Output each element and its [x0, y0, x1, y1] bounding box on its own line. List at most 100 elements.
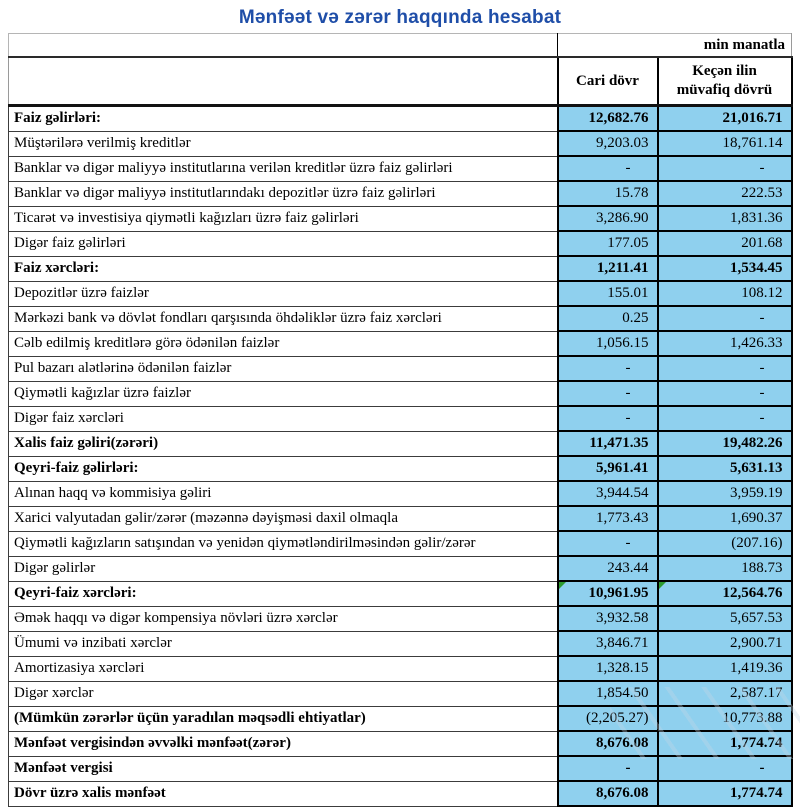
- table-row: Alınan haqq və kommisiya gəliri 3,944.54 3…: [8, 480, 793, 507]
- value-previous-period: 18,761.14: [656, 130, 793, 157]
- row-label: Ticarət və investisiya qiymətli kağızlar…: [8, 205, 558, 232]
- value-current-period: 3,932.58: [556, 605, 659, 632]
- row-label: Digər faiz gəlirləri: [8, 230, 558, 257]
- value-previous-period: 1,774.74: [656, 730, 793, 757]
- value-current-period: (2,205.27): [556, 705, 659, 732]
- value-previous-period: 1,831.36: [656, 205, 793, 232]
- value-current-period: 1,211.41: [556, 255, 659, 282]
- value-current-period: 0.25: [556, 305, 659, 332]
- table-row: Digər faiz xərcləri - -: [8, 405, 793, 432]
- table-row: Mənfəət vergisi - -: [8, 755, 793, 782]
- row-label: Ümumi və inzibati xərclər: [8, 630, 558, 657]
- value-current-period: 12,682.76: [556, 104, 659, 132]
- table-row: Qiymətli kağızların satışından və yenidə…: [8, 530, 793, 557]
- unit-label: min manatla: [557, 33, 793, 58]
- value-previous-period: -: [656, 405, 793, 432]
- value-current-period: 155.01: [556, 280, 659, 307]
- row-label: Depozitlər üzrə faizlər: [8, 280, 558, 307]
- unit-row: min manatla: [8, 33, 793, 58]
- value-current-period: 243.44: [556, 555, 659, 582]
- value-current-period: 177.05: [556, 230, 659, 257]
- unit-row-empty-cell: [8, 33, 558, 58]
- row-label: Mənfəət vergisi: [8, 755, 558, 782]
- row-label: Banklar və digər maliyyə institutlarında…: [8, 180, 558, 207]
- table-row: Ümumi və inzibati xərclər 3,846.71 2,900.7…: [8, 630, 793, 657]
- table-row: Digər xərclər 1,854.50 2,587.17: [8, 680, 793, 707]
- row-label: Faiz xərcləri:: [8, 255, 558, 282]
- table-row: Ticarət və investisiya qiymətli kağızlar…: [8, 205, 793, 232]
- value-previous-period: 3,959.19: [656, 480, 793, 507]
- value-previous-period: 2,900.71: [656, 630, 793, 657]
- value-current-period: -: [556, 755, 659, 782]
- table-row: Xarici valyutadan gəlir/zərər (məzənnə d…: [8, 505, 793, 532]
- table-row: Müştərilərə verilmiş kreditlər 9,203.03 18…: [8, 130, 793, 157]
- value-previous-period: 1,534.45: [656, 255, 793, 282]
- table-row: Faiz gəlirləri: 12,682.76 21,016.71: [8, 104, 793, 132]
- row-label: Müştərilərə verilmiş kreditlər: [8, 130, 558, 157]
- value-current-period: -: [556, 405, 659, 432]
- value-previous-period: 1,426.33: [656, 330, 793, 357]
- value-previous-period: -: [656, 155, 793, 182]
- value-previous-period: 188.73: [656, 555, 793, 582]
- row-label: Alınan haqq və kommisiya gəliri: [8, 480, 558, 507]
- value-current-period: 1,328.15: [556, 655, 659, 682]
- value-current-period: 1,773.43: [556, 505, 659, 532]
- row-label: Qeyri-faiz gəlirləri:: [8, 455, 558, 482]
- row-label: Xarici valyutadan gəlir/zərər (məzənnə d…: [8, 505, 558, 532]
- value-current-period: 8,676.08: [556, 780, 659, 807]
- row-label: Mərkəzi bank və dövlət fondları qarşısın…: [8, 305, 558, 332]
- value-current-period: -: [556, 355, 659, 382]
- table-row: Amortizasiya xərcləri 1,328.15 1,419.36: [8, 655, 793, 682]
- value-current-period: 5,961.41: [556, 455, 659, 482]
- row-label: Əmək haqqı və digər kompensiya növləri ü…: [8, 605, 558, 632]
- value-current-period: 15.78: [556, 180, 659, 207]
- column-header-current-period: Cari dövr: [556, 57, 659, 107]
- value-previous-period: 5,631.13: [656, 455, 793, 482]
- row-label: Qiymətli kağızlar üzrə faizlər: [8, 380, 558, 407]
- row-label: (Mümkün zərərlər üçün yaradılan məqsədli…: [8, 705, 558, 732]
- page-title: Mənfəət və zərər haqqında hesabat: [238, 7, 562, 28]
- value-previous-period: -: [656, 380, 793, 407]
- table-row: Qeyri-faiz gəlirləri: 5,961.41 5,631.13: [8, 455, 793, 482]
- value-current-period: -: [556, 380, 659, 407]
- value-current-period: 1,056.15: [556, 330, 659, 357]
- table-row: Depozitlər üzrə faizlər 155.01 108.12: [8, 280, 793, 307]
- row-label: Xalis faiz gəliri(zərəri): [8, 430, 558, 457]
- value-previous-period: 1,690.37: [656, 505, 793, 532]
- row-label: Qiymətli kağızların satışından və yenidə…: [8, 530, 558, 557]
- table-row: Xalis faiz gəliri(zərəri) 11,471.35 19,482…: [8, 430, 793, 457]
- value-current-period: 3,846.71: [556, 630, 659, 657]
- value-previous-period: (207.16): [656, 530, 793, 557]
- table-row: Mərkəzi bank və dövlət fondları qarşısın…: [8, 305, 793, 332]
- value-current-period: 10,961.95: [556, 580, 659, 607]
- row-label: Digər gəlirlər: [8, 555, 558, 582]
- table-row: Cəlb edilmiş kreditlərə görə ödənilən fa…: [8, 330, 793, 357]
- value-previous-period: 2,587.17: [656, 680, 793, 707]
- value-current-period: 11,471.35: [556, 430, 659, 457]
- profit-loss-table: min manatla Cari dövr Keçən ilin müvafiq…: [8, 33, 793, 807]
- row-label: Pul bazarı alətlərinə ödənilən faizlər: [8, 355, 558, 382]
- table-body: Faiz gəlirləri: 12,682.76 21,016.71 Müştəri…: [8, 104, 793, 807]
- row-label: Mənfəət vergisindən əvvəlki mənfəət(zərə…: [8, 730, 558, 757]
- value-previous-period: 1,419.36: [656, 655, 793, 682]
- value-previous-period: 10,773.88: [656, 705, 793, 732]
- table-row: Faiz xərcləri: 1,211.41 1,534.45: [8, 255, 793, 282]
- value-current-period: 1,854.50: [556, 680, 659, 707]
- value-current-period: 3,944.54: [556, 480, 659, 507]
- value-previous-period: 222.53: [656, 180, 793, 207]
- value-previous-period: 19,482.26: [656, 430, 793, 457]
- table-row: Əmək haqqı və digər kompensiya növləri ü…: [8, 605, 793, 632]
- value-previous-period: 1,774.74: [656, 780, 793, 807]
- table-row: Digər gəlirlər 243.44 188.73: [8, 555, 793, 582]
- row-label: Banklar və digər maliyyə institutlarına …: [8, 155, 558, 182]
- table-row: Dövr üzrə xalis mənfəət 8,676.08 1,774.74: [8, 780, 793, 807]
- value-previous-period: 21,016.71: [656, 104, 793, 132]
- value-previous-period: -: [656, 355, 793, 382]
- table-row: Banklar və digər maliyyə institutlarında…: [8, 180, 793, 207]
- table-row: (Mümkün zərərlər üçün yaradılan məqsədli…: [8, 705, 793, 732]
- value-previous-period: -: [656, 305, 793, 332]
- value-previous-period: -: [656, 755, 793, 782]
- row-label: Dövr üzrə xalis mənfəət: [8, 780, 558, 807]
- row-label: Digər xərclər: [8, 680, 558, 707]
- header-row: Cari dövr Keçən ilin müvafiq dövrü: [8, 57, 793, 107]
